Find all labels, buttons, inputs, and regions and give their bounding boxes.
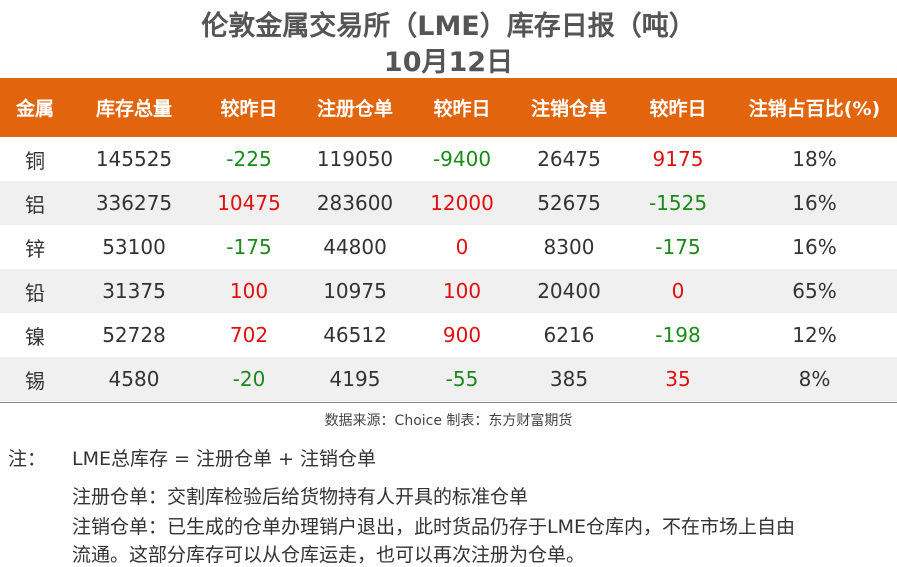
cell-cancelled-change: 0 (624, 269, 732, 313)
cell-cancelled: 26475 (514, 137, 624, 181)
header-metal: 金属 (0, 78, 70, 137)
cell-total: 145525 (70, 137, 198, 181)
cell-total: 336275 (70, 181, 198, 225)
cell-ratio: 16% (732, 181, 897, 225)
cell-registered-change: -55 (410, 357, 514, 401)
header-total-change: 较昨日 (198, 78, 300, 137)
table-row: 铝 336275 10475 283600 12000 52675 -1525 … (0, 181, 897, 225)
report-date: 10月12日 (0, 40, 897, 79)
cell-registered-change: 0 (410, 225, 514, 269)
cell-registered-change: -9400 (410, 137, 514, 181)
cell-registered-change: 900 (410, 313, 514, 357)
table-row: 铅 31375 100 10975 100 20400 0 65% (0, 269, 897, 313)
cell-cancelled-change: -175 (624, 225, 732, 269)
cell-metal: 铅 (0, 269, 70, 313)
cell-total-change: 702 (198, 313, 300, 357)
table-row: 锡 4580 -20 4195 -55 385 35 8% (0, 357, 897, 401)
cell-registered: 119050 (300, 137, 410, 181)
cell-cancelled: 20400 (514, 269, 624, 313)
cell-cancelled: 385 (514, 357, 624, 401)
cell-cancelled-change: -1525 (624, 181, 732, 225)
cell-cancelled-change: 9175 (624, 137, 732, 181)
cell-metal: 铝 (0, 181, 70, 225)
cell-cancelled-change: 35 (624, 357, 732, 401)
table-row: 镍 52728 702 46512 900 6216 -198 12% (0, 313, 897, 357)
table-row: 铜 145525 -225 119050 -9400 26475 9175 18… (0, 137, 897, 181)
data-source: 数据来源：Choice 制表：东方财富期货 (0, 410, 897, 430)
cell-ratio: 65% (732, 269, 897, 313)
note-cancelled-definition-cont: 流通。这部分库存可以从仓库运走，也可以再次注册为仓单。 (72, 540, 585, 567)
cell-total-change: 10475 (198, 181, 300, 225)
cell-ratio: 16% (732, 225, 897, 269)
cell-total-change: -175 (198, 225, 300, 269)
cell-ratio: 12% (732, 313, 897, 357)
cell-cancelled: 52675 (514, 181, 624, 225)
notes-label: 注： (8, 444, 46, 471)
cell-total-change: 100 (198, 269, 300, 313)
header-total-stock: 库存总量 (70, 78, 198, 137)
cell-total: 53100 (70, 225, 198, 269)
cell-registered: 44800 (300, 225, 410, 269)
table-row: 锌 53100 -175 44800 0 8300 -175 16% (0, 225, 897, 269)
header-registered: 注册仓单 (300, 78, 410, 137)
header-cancelled: 注销仓单 (514, 78, 624, 137)
cell-registered: 283600 (300, 181, 410, 225)
cell-total: 52728 (70, 313, 198, 357)
table-bottom-divider (0, 402, 897, 403)
cell-metal: 铜 (0, 137, 70, 181)
header-cancelled-change: 较昨日 (624, 78, 732, 137)
note-total-formula: LME总库存 = 注册仓单 + 注销仓单 (72, 444, 376, 471)
note-cancelled-definition: 注销仓单：已生成的仓单办理销户退出，此时货品仍存于LME仓库内，不在市场上自由 (72, 512, 795, 539)
report-title: 伦敦金属交易所（LME）库存日报（吨） (0, 4, 897, 43)
cell-metal: 锡 (0, 357, 70, 401)
cell-ratio: 18% (732, 137, 897, 181)
cell-registered: 4195 (300, 357, 410, 401)
cell-total-change: -225 (198, 137, 300, 181)
cell-registered: 10975 (300, 269, 410, 313)
header-cancelled-ratio: 注销占百比(%) (732, 78, 897, 137)
cell-registered: 46512 (300, 313, 410, 357)
cell-total: 31375 (70, 269, 198, 313)
inventory-table: 金属 库存总量 较昨日 注册仓单 较昨日 注销仓单 较昨日 注销占百比(%) 铜… (0, 78, 897, 401)
cell-total-change: -20 (198, 357, 300, 401)
cell-cancelled: 8300 (514, 225, 624, 269)
header-registered-change: 较昨日 (410, 78, 514, 137)
cell-cancelled-change: -198 (624, 313, 732, 357)
table-header-row: 金属 库存总量 较昨日 注册仓单 较昨日 注销仓单 较昨日 注销占百比(%) (0, 78, 897, 137)
cell-ratio: 8% (732, 357, 897, 401)
cell-total: 4580 (70, 357, 198, 401)
note-registered-definition: 注册仓单：交割库检验后给货物持有人开具的标准仓单 (72, 482, 528, 509)
cell-metal: 镍 (0, 313, 70, 357)
cell-registered-change: 12000 (410, 181, 514, 225)
cell-registered-change: 100 (410, 269, 514, 313)
cell-metal: 锌 (0, 225, 70, 269)
cell-cancelled: 6216 (514, 313, 624, 357)
